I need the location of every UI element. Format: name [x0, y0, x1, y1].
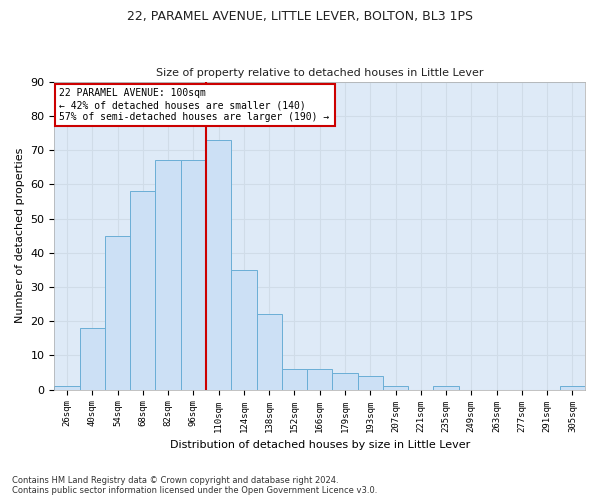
Bar [282, 369, 307, 390]
Text: 22 PARAMEL AVENUE: 100sqm
← 42% of detached houses are smaller (140)
57% of semi: 22 PARAMEL AVENUE: 100sqm ← 42% of detac… [59, 88, 330, 122]
Text: 22, PARAMEL AVENUE, LITTLE LEVER, BOLTON, BL3 1PS: 22, PARAMEL AVENUE, LITTLE LEVER, BOLTON… [127, 10, 473, 23]
Bar [307, 369, 332, 390]
X-axis label: Distribution of detached houses by size in Little Lever: Distribution of detached houses by size … [170, 440, 470, 450]
Bar [332, 372, 358, 390]
Bar [231, 270, 257, 390]
Bar [560, 386, 585, 390]
Bar [433, 386, 458, 390]
Text: Contains HM Land Registry data © Crown copyright and database right 2024.
Contai: Contains HM Land Registry data © Crown c… [12, 476, 377, 495]
Bar [105, 236, 130, 390]
Bar [181, 160, 206, 390]
Bar [383, 386, 408, 390]
Bar [80, 328, 105, 390]
Bar [358, 376, 383, 390]
Bar [130, 191, 155, 390]
Bar [55, 386, 80, 390]
Bar [257, 314, 282, 390]
Bar [155, 160, 181, 390]
Bar [206, 140, 231, 390]
Title: Size of property relative to detached houses in Little Lever: Size of property relative to detached ho… [156, 68, 484, 78]
Y-axis label: Number of detached properties: Number of detached properties [15, 148, 25, 324]
